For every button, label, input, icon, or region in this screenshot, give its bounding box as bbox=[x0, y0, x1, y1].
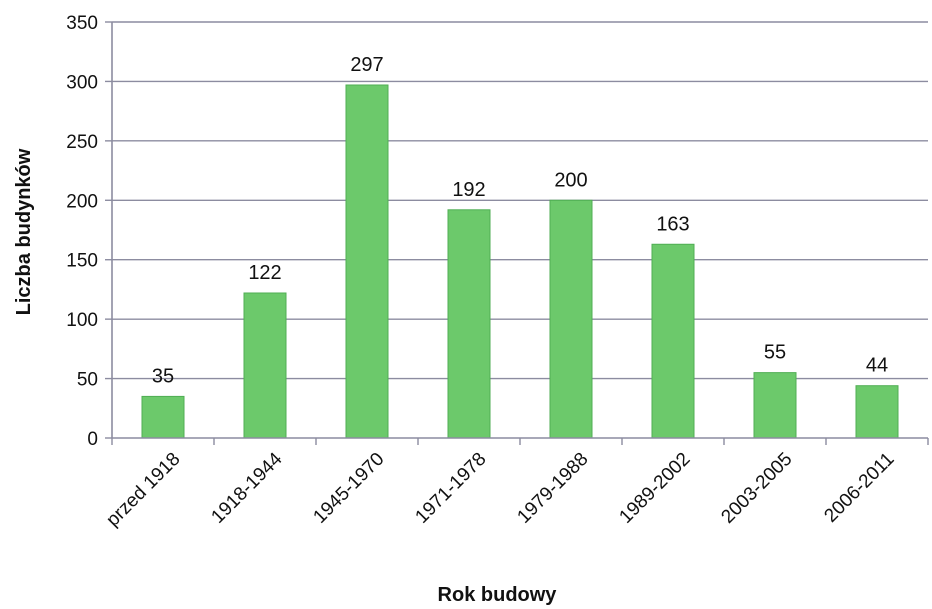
bar bbox=[141, 395, 185, 439]
bar bbox=[753, 372, 797, 439]
data-label: 35 bbox=[152, 365, 174, 387]
y-tick-label: 0 bbox=[87, 429, 98, 450]
y-tick-label: 50 bbox=[77, 370, 98, 391]
data-labels: 35 122 297 192 200 163 55 44 bbox=[152, 54, 888, 387]
data-label: 44 bbox=[866, 355, 888, 377]
y-tick-label: 300 bbox=[66, 72, 98, 93]
data-label: 297 bbox=[350, 54, 383, 76]
bar bbox=[855, 385, 899, 439]
data-label: 163 bbox=[656, 213, 689, 235]
data-label: 55 bbox=[764, 342, 786, 364]
bar bbox=[651, 243, 695, 439]
bar bbox=[243, 292, 287, 439]
y-axis-title: Liczba budynków bbox=[13, 148, 35, 315]
data-label: 192 bbox=[452, 179, 485, 201]
bar bbox=[447, 209, 491, 439]
x-axis-ticks: przed 1918 1918-1944 1945-1970 1971-1978 197… bbox=[102, 438, 929, 531]
data-label: 122 bbox=[248, 262, 281, 284]
x-tick-label: 1945-1970 bbox=[309, 449, 388, 528]
x-tick-label: 2003-2005 bbox=[717, 449, 796, 528]
y-tick-label: 350 bbox=[66, 13, 98, 34]
x-tick-label: 1989-2002 bbox=[615, 449, 694, 528]
bar bbox=[345, 84, 389, 439]
x-tick-label: przed 1918 bbox=[102, 449, 184, 531]
x-tick-label: 1979-1988 bbox=[513, 449, 592, 528]
x-tick-label: 2006-2011 bbox=[820, 449, 898, 527]
gridlines bbox=[112, 21, 928, 380]
y-tick-label: 150 bbox=[66, 251, 98, 272]
y-tick-label: 100 bbox=[66, 310, 98, 331]
x-tick-label: 1971-1978 bbox=[411, 449, 490, 528]
y-tick-label: 200 bbox=[66, 191, 98, 212]
bar bbox=[549, 199, 593, 439]
x-axis-title: Rok budowy bbox=[438, 584, 558, 606]
x-tick-label: 1918-1944 bbox=[207, 448, 286, 527]
y-tick-label: 250 bbox=[66, 132, 98, 153]
bars bbox=[141, 84, 899, 439]
y-axis-ticks: 0 50 100 150 200 250 300 350 bbox=[66, 13, 112, 450]
data-label: 200 bbox=[554, 169, 587, 191]
